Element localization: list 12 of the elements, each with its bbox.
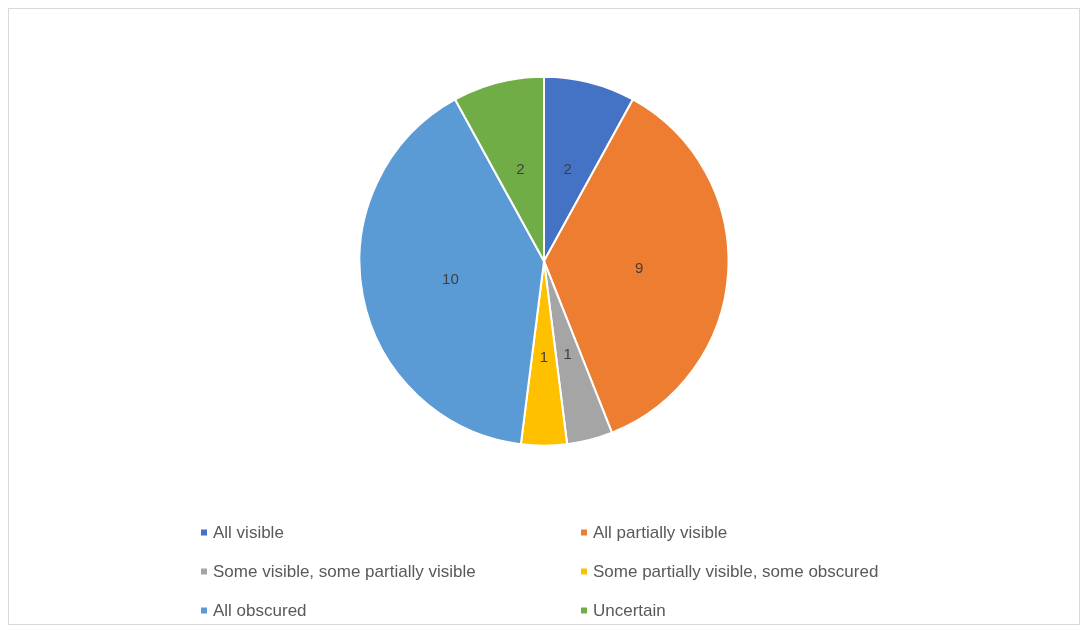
legend-label: All visible (213, 523, 284, 542)
data-label: 2 (563, 160, 572, 178)
data-label: 9 (634, 258, 644, 276)
data-label: 1 (539, 347, 549, 365)
data-label: 10 (442, 270, 459, 288)
legend-label: All obscured (213, 601, 307, 620)
legend-label: Some partially visible, some obscured (593, 562, 879, 581)
legend-label: Uncertain (593, 601, 666, 620)
data-label: 1 (563, 344, 572, 362)
legend-label: All partially visible (593, 523, 728, 542)
legend-label: Some visible, some partially visible (213, 562, 476, 581)
data-label: 2 (516, 160, 525, 178)
